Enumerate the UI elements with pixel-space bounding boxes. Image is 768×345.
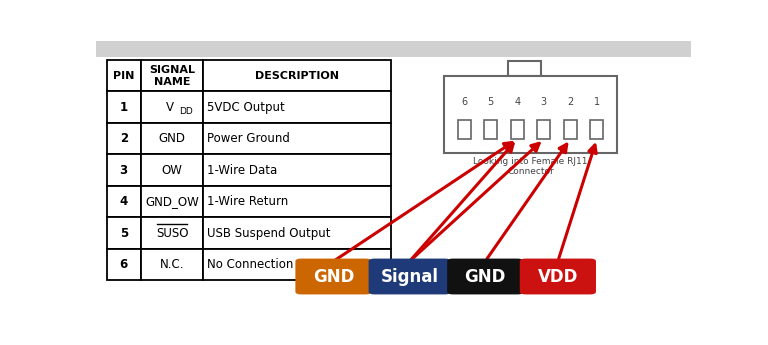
Bar	[107, 123, 141, 155]
Text: 2: 2	[567, 97, 574, 107]
Text: PIN: PIN	[113, 71, 134, 81]
Text: 6: 6	[461, 97, 467, 107]
Text: 6: 6	[120, 258, 128, 271]
Text: V: V	[166, 101, 174, 114]
Bar	[141, 186, 204, 217]
Text: VDD: VDD	[538, 267, 578, 286]
Bar	[204, 249, 391, 280]
Bar	[107, 217, 141, 249]
Bar	[204, 217, 391, 249]
Text: USB Suspend Output: USB Suspend Output	[207, 227, 330, 240]
Text: 5: 5	[488, 97, 494, 107]
FancyBboxPatch shape	[447, 258, 523, 294]
Text: 1: 1	[594, 97, 600, 107]
Bar	[458, 120, 471, 139]
Text: Signal: Signal	[381, 267, 439, 286]
Bar	[141, 123, 204, 155]
Text: Looking into Female RJ11
Connector: Looking into Female RJ11 Connector	[473, 157, 588, 176]
Bar	[511, 120, 524, 139]
Bar	[484, 120, 497, 139]
Text: 3: 3	[541, 97, 547, 107]
Bar	[141, 60, 204, 91]
Text: 5: 5	[120, 227, 128, 240]
Bar	[107, 186, 141, 217]
Bar	[204, 60, 391, 91]
FancyBboxPatch shape	[369, 258, 451, 294]
Bar	[141, 155, 204, 186]
Bar	[107, 60, 141, 91]
Text: 4: 4	[514, 97, 520, 107]
Text: GND: GND	[313, 267, 354, 286]
Text: 1-Wire Return: 1-Wire Return	[207, 195, 288, 208]
Bar	[204, 186, 391, 217]
Text: GND: GND	[465, 267, 506, 286]
Bar	[591, 120, 604, 139]
FancyBboxPatch shape	[296, 258, 372, 294]
Text: SUSO: SUSO	[156, 227, 188, 240]
Text: 5VDC Output: 5VDC Output	[207, 101, 284, 114]
Bar	[107, 91, 141, 123]
Bar	[204, 155, 391, 186]
Bar	[107, 249, 141, 280]
Bar	[537, 120, 551, 139]
Text: 1: 1	[120, 101, 127, 114]
Bar	[141, 249, 204, 280]
Bar	[508, 61, 541, 76]
Text: DESCRIPTION: DESCRIPTION	[255, 71, 339, 81]
Text: GND_OW: GND_OW	[145, 195, 199, 208]
Text: 1-Wire Data: 1-Wire Data	[207, 164, 277, 177]
Text: SIGNAL
NAME: SIGNAL NAME	[149, 65, 195, 87]
Text: 2: 2	[120, 132, 127, 145]
Bar	[141, 91, 204, 123]
Bar	[96, 41, 691, 57]
Bar	[444, 76, 617, 153]
Text: 4: 4	[120, 195, 128, 208]
Bar	[204, 91, 391, 123]
Text: DD: DD	[179, 107, 193, 116]
Text: No Connection: No Connection	[207, 258, 293, 271]
Bar	[141, 217, 204, 249]
Text: N.C.: N.C.	[160, 258, 184, 271]
Bar	[204, 123, 391, 155]
FancyBboxPatch shape	[520, 258, 596, 294]
Bar	[107, 155, 141, 186]
Bar	[564, 120, 577, 139]
Text: 3: 3	[120, 164, 127, 177]
Text: Power Ground: Power Ground	[207, 132, 290, 145]
Text: GND: GND	[158, 132, 186, 145]
Text: OW: OW	[161, 164, 183, 177]
